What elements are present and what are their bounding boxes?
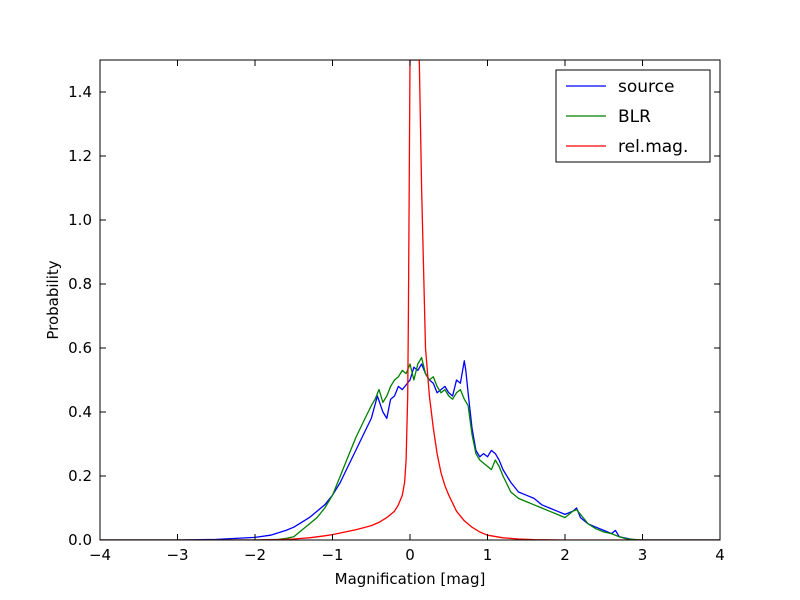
- x-tick-label: 2: [560, 546, 570, 564]
- x-tick-label: 1: [483, 546, 493, 564]
- series-line-2: [100, 356, 720, 540]
- x-tick-label: 4: [715, 546, 725, 564]
- x-tick-label: −4: [89, 546, 111, 564]
- y-tick-label: 1.2: [68, 147, 92, 165]
- ticks-layer: −4 −3 −2 −1 0 1 2 3 4 0.0 0.2 0.4 0.6 0.8 1.0 1.2 1.4: [68, 60, 725, 564]
- y-tick-label: 0.8: [68, 275, 92, 293]
- series-line-3: [100, 60, 720, 540]
- x-tick-label: −2: [244, 546, 266, 564]
- legend: source BLR rel.mag.: [555, 69, 711, 163]
- legend-label: source: [618, 77, 674, 97]
- legend-label: rel.mag.: [618, 137, 688, 157]
- y-axis-title: Probability: [44, 260, 62, 339]
- y-tick-label: 1.4: [68, 83, 92, 101]
- x-tick-label: 0: [405, 546, 415, 564]
- legend-label: BLR: [618, 107, 651, 127]
- x-axis-title: Magnification [mag]: [335, 570, 486, 588]
- y-tick-label: 0.6: [68, 339, 92, 357]
- y-tick-label: 0.4: [68, 403, 92, 421]
- x-tick-label: −1: [321, 546, 343, 564]
- y-tick-label: 1.0: [68, 211, 92, 229]
- y-tick-label: 0.2: [68, 467, 92, 485]
- x-tick-label: 3: [638, 546, 648, 564]
- y-tick-label: 0.0: [68, 531, 92, 549]
- x-tick-label: −3: [166, 546, 188, 564]
- series-layer: [100, 60, 720, 540]
